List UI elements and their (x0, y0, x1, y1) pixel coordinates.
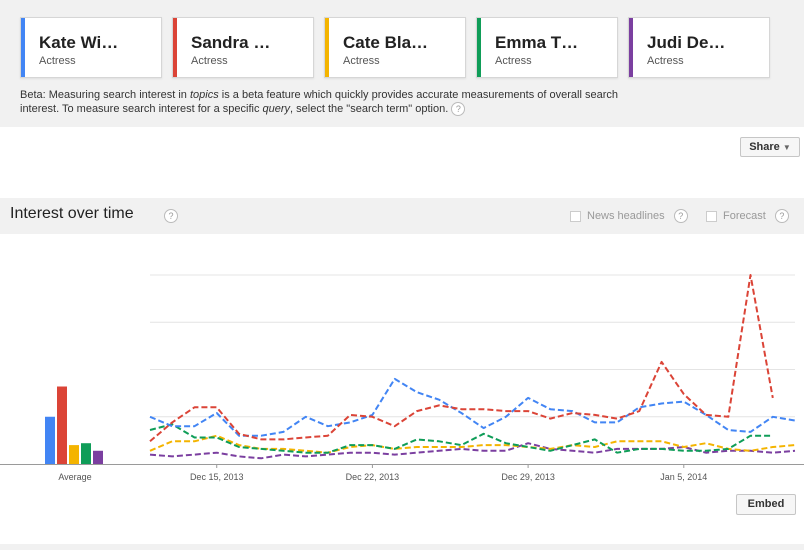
interest-chart: Average Dec 15, 2013 Dec 22, 2013 Dec 29, 2… (0, 274, 804, 482)
series-line (149, 274, 774, 443)
term-color-bar (173, 18, 177, 77)
average-label: Average (58, 472, 91, 482)
forecast-option[interactable]: Forecast ? (706, 209, 789, 223)
term-name: Cate Bla… (343, 33, 429, 52)
average-bar (93, 450, 103, 464)
term-type: Actress (343, 55, 380, 67)
beta-note-prefix: Beta: Measuring search interest in (20, 89, 190, 101)
help-icon[interactable]: ? (673, 209, 688, 223)
x-tick-label: Jan 5, 2014 (660, 472, 707, 482)
bottom-band (0, 544, 804, 550)
term-color-bar (21, 18, 25, 77)
section-title: Interest over time (10, 205, 134, 222)
help-icon[interactable]: ? (451, 102, 466, 116)
interest-over-time-header: Interest over time ? News headlines ? Fo… (0, 198, 804, 234)
series-line (149, 423, 773, 454)
term-name: Emma T… (495, 33, 579, 52)
term-card-2[interactable]: Sandra … Actress (172, 17, 314, 78)
x-tick-label: Dec 22, 2013 (346, 472, 400, 482)
checkbox-icon[interactable] (570, 210, 581, 222)
series-line (149, 442, 796, 460)
term-color-bar (477, 18, 481, 77)
chevron-down-icon: ▼ (782, 143, 791, 152)
average-bar (45, 416, 55, 464)
term-type: Actress (495, 55, 532, 67)
series-line (149, 377, 796, 437)
term-card-5[interactable]: Judi De… Actress (628, 17, 770, 78)
term-name: Kate Wi… (39, 33, 119, 52)
embed-button[interactable]: Embed (736, 494, 796, 515)
term-name: Judi De… (647, 33, 726, 52)
checkbox-icon[interactable] (706, 210, 717, 222)
term-card-1[interactable]: Kate Wi… Actress (20, 17, 162, 78)
beta-note: Beta: Measuring search interest in topic… (20, 89, 630, 116)
term-type: Actress (191, 55, 228, 67)
term-name: Sandra … (191, 33, 271, 52)
news-headlines-label: News headlines (587, 209, 665, 222)
news-headlines-option[interactable]: News headlines ? (570, 209, 688, 223)
term-type: Actress (39, 55, 76, 67)
beta-note-em-topics: topics (189, 89, 219, 101)
help-icon[interactable]: ? (164, 209, 178, 223)
x-tick-label: Dec 15, 2013 (190, 472, 244, 482)
help-icon[interactable]: ? (774, 209, 789, 223)
term-color-bar (629, 18, 633, 77)
x-tick-label: Dec 29, 2013 (501, 472, 555, 482)
term-card-3[interactable]: Cate Bla… Actress (324, 17, 466, 78)
share-label: Share (749, 141, 780, 153)
term-color-bar (325, 18, 329, 77)
term-card-4[interactable]: Emma T… Actress (476, 17, 618, 78)
term-type: Actress (647, 55, 684, 67)
average-bar (69, 445, 79, 464)
average-bar (81, 443, 91, 464)
beta-note-em-query: query (262, 102, 291, 115)
beta-note-middle: is a beta feature which quickly provides… (20, 89, 618, 115)
average-bar (57, 386, 67, 464)
beta-note-suffix: , select the "search term" option. (290, 102, 449, 115)
share-button[interactable]: Share ▼ (740, 137, 800, 157)
forecast-label: Forecast (723, 209, 766, 222)
